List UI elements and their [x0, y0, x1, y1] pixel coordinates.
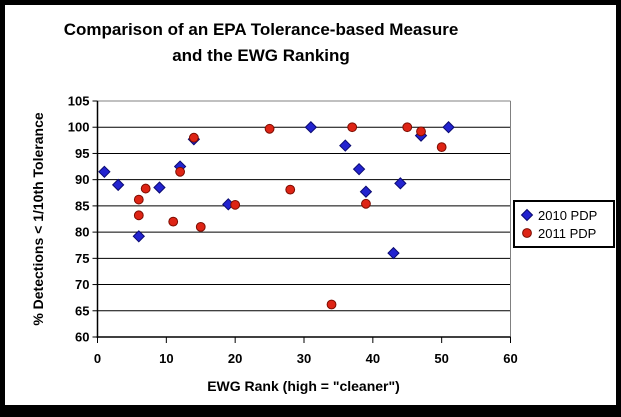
data-point-2010-pdp [359, 185, 373, 198]
circle-marker-icon [522, 228, 532, 238]
legend-item-2011-pdp: 2011 PDP [520, 226, 613, 241]
data-point-2011-pdp [195, 221, 206, 232]
y-tick-label: 80 [75, 225, 89, 240]
window-border-bottom [0, 405, 621, 417]
data-point-2011-pdp [133, 210, 144, 221]
data-point-2011-pdp [347, 122, 358, 133]
y-tick-label: 65 [75, 303, 89, 318]
x-tick-label: 40 [366, 351, 380, 366]
data-point-2011-pdp [402, 122, 413, 133]
data-point-2011-pdp [436, 142, 447, 153]
data-point-2011-pdp [188, 132, 199, 143]
data-point-2010-pdp [352, 162, 366, 176]
data-point-2010-pdp [339, 139, 352, 152]
y-tick-label: 85 [75, 198, 89, 213]
y-tick-label: 100 [68, 120, 90, 135]
y-tick-label: 60 [75, 330, 89, 345]
data-point-2011-pdp [285, 184, 296, 195]
window-border-top [0, 0, 621, 5]
data-point-2011-pdp [133, 194, 144, 205]
data-point-2011-pdp [264, 123, 275, 134]
diamond-marker-icon [520, 208, 534, 222]
x-tick-label: 50 [434, 351, 448, 366]
y-tick-label: 75 [75, 251, 89, 266]
x-tick-label: 0 [94, 351, 101, 366]
legend-label: 2011 PDP [538, 225, 597, 241]
legend-label: 2010 PDP [538, 207, 598, 223]
data-point-2010-pdp [132, 230, 146, 243]
y-tick-label: 95 [75, 146, 89, 161]
data-point-2011-pdp [230, 199, 241, 210]
legend: 2010 PDP 2011 PDP [513, 200, 615, 248]
data-point-2011-pdp [168, 216, 179, 227]
data-point-2010-pdp [394, 177, 407, 190]
y-tick-label: 90 [75, 172, 89, 187]
legend-item-2010-pdp: 2010 PDP [520, 208, 613, 223]
data-point-2011-pdp [175, 166, 186, 177]
y-axis-title: % Detections < 1/10th Tolerance [30, 112, 46, 326]
circle-marker-shape [522, 228, 532, 238]
y-tick-label: 105 [68, 94, 90, 109]
data-point-2010-pdp [387, 246, 400, 260]
y-tick-label: 70 [75, 277, 89, 292]
data-point-2010-pdp [111, 178, 125, 192]
data-point-2010-pdp [442, 121, 455, 134]
data-point-2011-pdp [361, 198, 371, 209]
window-border-right [616, 0, 621, 417]
x-tick-label: 60 [503, 351, 517, 366]
x-tick-label: 20 [228, 351, 242, 366]
data-point-2011-pdp [326, 299, 337, 310]
data-point-2011-pdp [140, 183, 151, 194]
x-axis-title: EWG Rank (high = "cleaner") [207, 378, 400, 394]
x-tick-label: 10 [159, 351, 173, 366]
x-tick-label: 30 [297, 351, 311, 366]
chart-title-line-2: and the EWG Ranking [172, 46, 350, 65]
diamond-marker-shape [520, 208, 534, 222]
chart-title-line-1: Comparison of an EPA Tolerance-based Mea… [63, 20, 459, 39]
data-point-2010-pdp [98, 165, 111, 179]
data-point-2011-pdp [416, 126, 426, 137]
window-border-left [0, 0, 5, 417]
data-point-2010-pdp [304, 121, 318, 134]
data-point-2010-pdp [153, 181, 166, 194]
